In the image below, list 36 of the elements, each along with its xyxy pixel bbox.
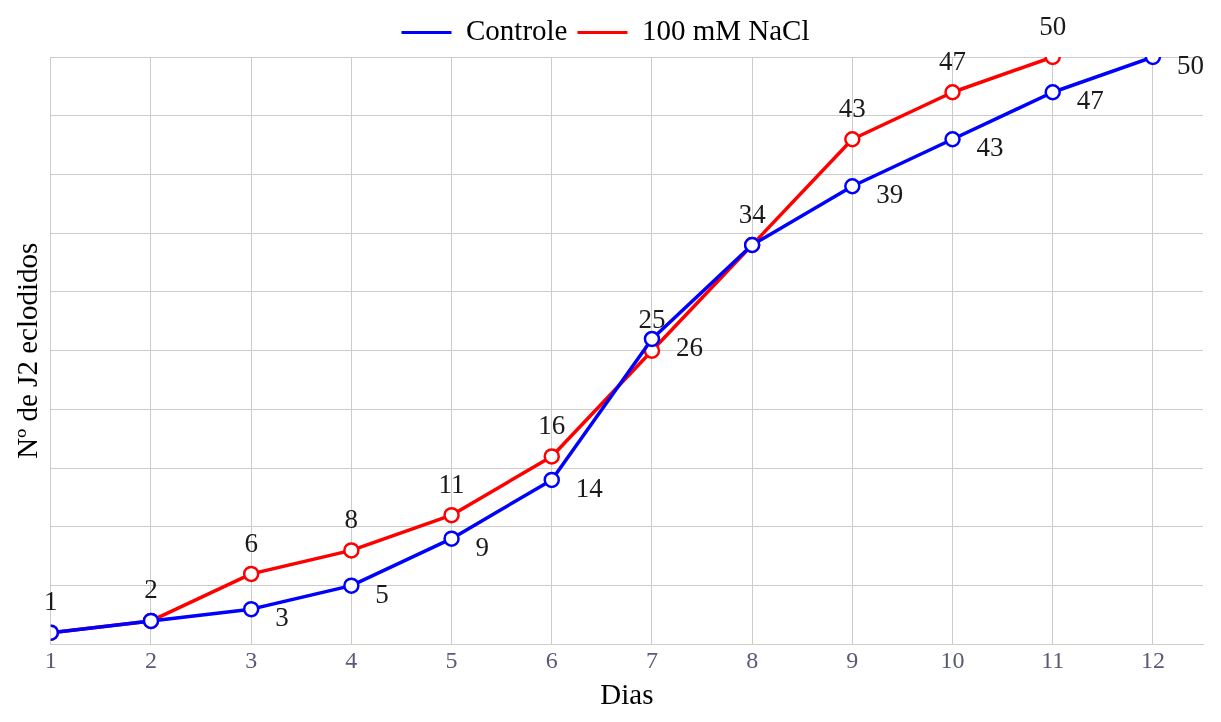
x-tick-label: 10 bbox=[940, 647, 965, 674]
legend-label: Controle bbox=[465, 14, 568, 47]
x-tick-label: 8 bbox=[746, 647, 759, 674]
data-label: 39 bbox=[876, 179, 904, 210]
data-label: 1 bbox=[44, 586, 58, 617]
data-label: 43 bbox=[838, 92, 866, 123]
data-label: 34 bbox=[738, 198, 767, 229]
legend-label: 100 mM NaCl bbox=[641, 14, 810, 47]
x-tick-label: 11 bbox=[1041, 647, 1065, 674]
y-axis-title: Nº de J2 eclodidos bbox=[11, 242, 44, 459]
data-label: 9 bbox=[475, 531, 490, 562]
x-tick-label: 4 bbox=[345, 647, 358, 674]
data-label: 50 bbox=[1176, 50, 1204, 81]
x-tick-label: 9 bbox=[846, 647, 859, 674]
x-axis-title: Dias bbox=[600, 678, 654, 711]
data-label: 2 bbox=[144, 574, 158, 605]
x-tick-label: 6 bbox=[545, 647, 558, 674]
data-label: 11 bbox=[438, 468, 465, 499]
data-label: 26 bbox=[675, 332, 703, 363]
data-label: 14 bbox=[575, 473, 604, 504]
data-label: 8 bbox=[344, 504, 359, 535]
data-label: 25 bbox=[638, 304, 666, 335]
data-label: 6 bbox=[244, 527, 258, 558]
data-label: 50 bbox=[1039, 10, 1067, 41]
data-label: 47 bbox=[1076, 85, 1104, 116]
data-label: 43 bbox=[976, 132, 1004, 163]
x-tick-label: 1 bbox=[44, 647, 57, 674]
x-tick-label: 12 bbox=[1140, 647, 1165, 674]
x-tick-label: 2 bbox=[144, 647, 157, 674]
data-label: 5 bbox=[375, 578, 389, 609]
x-tick-label: 3 bbox=[245, 647, 258, 674]
data-label: 3 bbox=[275, 602, 289, 633]
data-label: 47 bbox=[939, 45, 967, 76]
x-tick-label: 5 bbox=[445, 647, 458, 674]
data-label: 16 bbox=[538, 410, 566, 441]
x-tick-label: 7 bbox=[645, 647, 658, 674]
